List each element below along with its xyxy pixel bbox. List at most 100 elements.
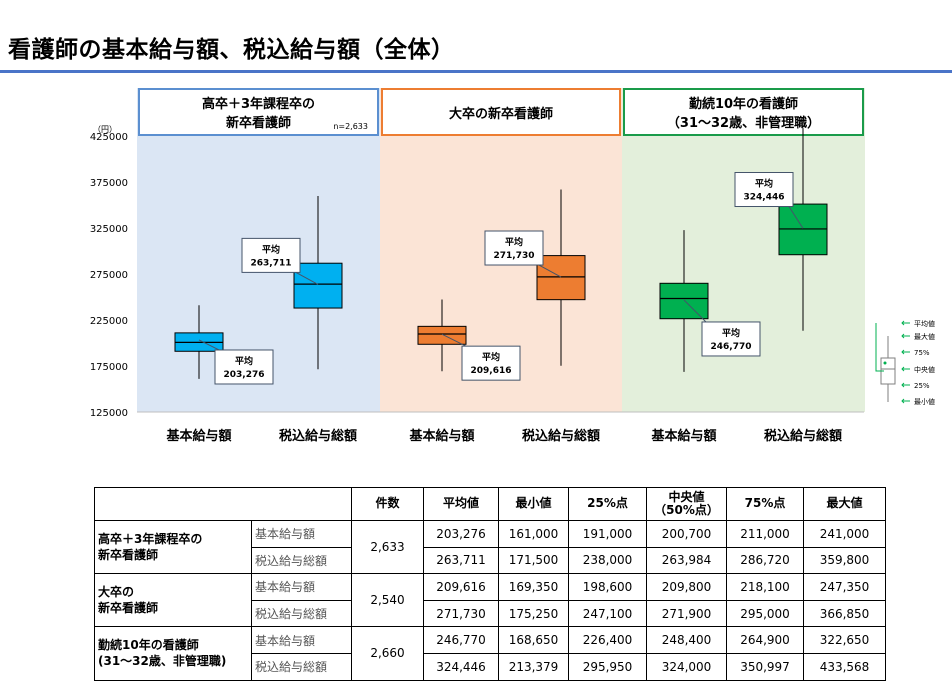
row-count: 2,633 (351, 519, 424, 575)
legend-arrow (901, 333, 910, 339)
cell-max: 241,000 (803, 520, 886, 548)
row-group-label: 勤続10年の看護師 (31～32歳、非管理職) (94, 626, 252, 681)
cell-median: 263,984 (646, 546, 727, 575)
legend-label: 最大値 (914, 332, 935, 341)
mean-callout-leader (441, 333, 467, 347)
cell-max: 366,850 (803, 599, 886, 628)
mean-callout-value: 203,276 (224, 370, 265, 380)
title-divider (0, 70, 952, 73)
panel-title-box (138, 88, 379, 136)
panel-title-line1: 勤続10年の看護師 (689, 96, 798, 112)
row-kind: 基本給与額 (251, 626, 352, 654)
legend-label: 75% (914, 349, 930, 357)
mean-callout-box (701, 321, 761, 357)
mean-callout-box (484, 230, 544, 266)
cell-median: 324,000 (646, 652, 727, 681)
mean-callout-leader (788, 206, 804, 229)
x-category-label: 税込給与総額 (522, 428, 600, 444)
legend-arrow (901, 320, 910, 326)
header-median-label: 中央値 (668, 489, 705, 504)
cell-p25: 238,000 (568, 546, 647, 575)
y-tick-label: 425000 (90, 132, 128, 143)
cell-min: 169,350 (498, 573, 569, 601)
panel-title-line2: （31～32歳、非管理職） (667, 115, 820, 131)
row-kind: 税込給与総額 (251, 599, 352, 628)
cell-median: 209,800 (646, 573, 727, 601)
mean-callout-value: 246,770 (711, 342, 752, 352)
group-label-line2: 新卒看護師 (98, 601, 159, 616)
mean-callout-box (461, 345, 521, 381)
table-header-row: 件数 平均値 最小値 25%点 中央値 （50%点） 75%点 最大値 (94, 487, 886, 521)
legend-label: 平均値 (914, 319, 935, 328)
mean-callout-label: 平均 (755, 178, 773, 190)
row-kind: 基本給与額 (251, 520, 352, 548)
mean-callout-leader (295, 271, 319, 285)
cell-p75: 350,997 (726, 652, 804, 681)
mean-callout-value: 324,446 (744, 193, 785, 203)
cell-min: 171,500 (498, 546, 569, 575)
mean-callout-leader (538, 264, 562, 278)
legend-arrow (901, 382, 910, 388)
cell-p75: 211,000 (726, 520, 804, 548)
cell-p25: 191,000 (568, 520, 647, 548)
box-iqr (659, 282, 709, 320)
legend-label: 最小値 (914, 397, 935, 406)
table-row: 税込給与総額 324,446 213,379 295,950 324,000 3… (95, 652, 886, 681)
mean-callout-value: 263,711 (251, 258, 292, 268)
legend-arrow (901, 398, 910, 404)
mean-callout-box (241, 237, 301, 273)
cell-max: 433,568 (803, 652, 886, 681)
mean-callout-box (214, 349, 274, 385)
cell-p75: 218,100 (726, 573, 804, 601)
panel-background (622, 88, 865, 412)
cell-mean: 263,711 (423, 546, 499, 575)
page-title: 看護師の基本給与額、税込給与額（全体） (8, 37, 455, 63)
cell-p75: 295,000 (726, 599, 804, 628)
cell-mean: 324,446 (423, 652, 499, 681)
cell-max: 359,800 (803, 546, 886, 575)
legend-arrow (901, 366, 910, 372)
sample-size-label: n=2,633 (333, 122, 368, 131)
y-tick-label: 375000 (90, 178, 128, 189)
header-max: 最大値 (803, 487, 886, 521)
y-tick-label: 175000 (90, 362, 128, 373)
panel-title-line1: 大卒の新卒看護師 (449, 106, 553, 122)
cell-min: 213,379 (498, 652, 569, 681)
mean-callout-leader (683, 299, 707, 323)
header-count: 件数 (351, 487, 424, 521)
panel-title-line2: 新卒看護師 (226, 115, 291, 131)
x-category-label: 基本給与額 (165, 428, 231, 444)
row-kind: 基本給与額 (251, 573, 352, 601)
header-blank (94, 487, 352, 521)
table-row: 高卒＋3年課程卒の 新卒看護師 基本給与額 2,633 203,276 161,0… (94, 519, 886, 575)
mean-callout-label: 平均 (235, 355, 253, 367)
group-label-line2: (31～32歳、非管理職) (98, 654, 227, 669)
cell-p25: 226,400 (568, 626, 647, 654)
y-tick-label: 275000 (90, 270, 128, 281)
y-tick-label: 225000 (90, 316, 128, 327)
cell-mean: 203,276 (423, 520, 499, 548)
header-min: 最小値 (498, 487, 569, 521)
cell-p75: 286,720 (726, 546, 804, 575)
salary-boxplot-chart: （円）425000 375000 325000 275000 225000 175000 1… (90, 88, 935, 444)
x-category-label: 基本給与額 (650, 428, 716, 444)
panel-title-line1: 高卒＋3年課程卒の (202, 96, 315, 112)
cell-median: 271,900 (646, 599, 727, 628)
header-median-sub: （50%点） (654, 503, 719, 517)
header-mean: 平均値 (423, 487, 499, 521)
mean-callout-value: 271,730 (494, 251, 535, 261)
cell-p75: 264,900 (726, 626, 804, 654)
y-tick-label: 125000 (90, 408, 128, 419)
cell-mean: 209,616 (423, 573, 499, 601)
mean-callout-value: 209,616 (471, 366, 512, 376)
group-label-line1: 勤続10年の看護師 (98, 638, 199, 653)
cell-mean: 246,770 (423, 626, 499, 654)
mean-callout-label: 平均 (262, 243, 280, 255)
table-row: 勤続10年の看護師 (31～32歳、非管理職) 基本給与額 2,660 246,7… (94, 626, 886, 681)
mean-callout-label: 平均 (722, 327, 740, 339)
header-median: 中央値 （50%点） (646, 487, 727, 521)
mean-callout-label: 平均 (482, 351, 500, 363)
x-category-label: 税込給与総額 (279, 428, 357, 444)
row-kind: 税込給与総額 (251, 546, 352, 575)
cell-median: 248,400 (646, 626, 727, 654)
